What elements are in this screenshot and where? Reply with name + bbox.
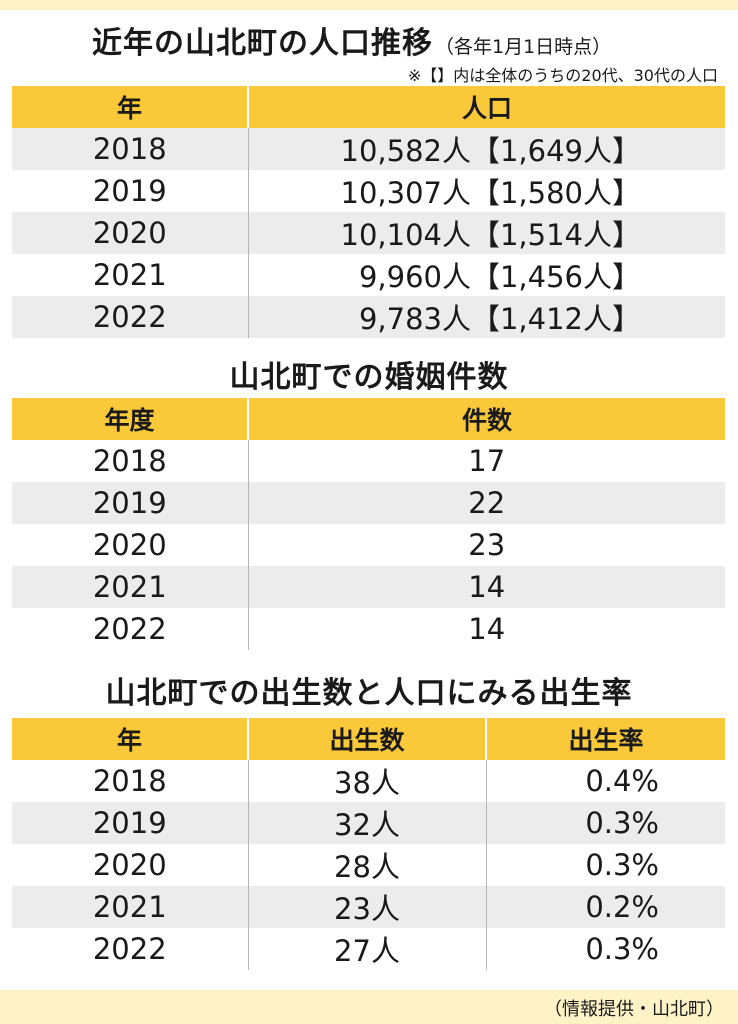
table-row: 2021 9,960人【1,456人】 (12, 254, 725, 296)
rate-cell: 0.4% (485, 760, 725, 802)
year-cell: 2020 (12, 212, 248, 254)
top-band (0, 0, 738, 10)
rate-cell: 0.3% (485, 928, 725, 970)
year-cell: 2018 (12, 128, 248, 170)
table-row: 2020 10,104人【1,514人】 (12, 212, 725, 254)
population-title: 近年の山北町の人口推移 （各年1月1日時点） (92, 18, 611, 62)
table-row: 2018 17 (12, 440, 725, 482)
table-row: 2022 9,783人【1,412人】 (12, 296, 725, 338)
header-year: 年 (12, 718, 248, 760)
rate-cell: 0.2% (485, 886, 725, 928)
population-title-main: 近年の山北町の人口推移 (92, 26, 433, 61)
table-header-row: 年度 件数 (12, 398, 725, 440)
source-credit: （情報提供・山北町） (544, 999, 724, 1020)
year-cell: 2019 (12, 482, 248, 524)
table-header-row: 年 出生数 出生率 (12, 718, 725, 760)
header-births: 出生数 (247, 718, 486, 760)
table-row: 2019 22 (12, 482, 725, 524)
population-cell: 9,783人【1,412人】 (247, 296, 725, 338)
population-cell: 10,582人【1,649人】 (247, 128, 725, 170)
table-header-row: 年 人口 (12, 86, 725, 128)
year-cell: 2020 (92, 848, 167, 882)
table-row: 2019 32人 0.3% (12, 802, 725, 844)
count-cell: 23 (247, 524, 725, 566)
table-row: 2021 23人 0.2% (12, 886, 725, 928)
table-row: 2019 10,307人【1,580人】 (12, 170, 725, 212)
table-row: 2018 10,582人【1,649人】 (12, 128, 725, 170)
count-cell: 14 (247, 608, 725, 650)
bottom-band (0, 990, 738, 1024)
header-birth-rate: 出生率 (485, 718, 725, 760)
count-cell: 17 (247, 440, 725, 482)
births-table: 年 出生数 出生率 2018 38人 0.4% 2019 32人 0.3% 20… (12, 718, 725, 970)
births-cell: 38人 (247, 760, 486, 802)
year-cell: 2021 (12, 886, 248, 928)
year-cell: 2020 (92, 528, 167, 562)
year-cell: 2021 (12, 566, 248, 608)
header-population: 人口 (247, 86, 725, 128)
year-cell: 2019 (92, 174, 167, 208)
year-cell: 2022 (92, 612, 167, 646)
year-cell: 2018 (92, 444, 167, 478)
rate-cell: 0.3% (485, 844, 725, 886)
births-cell: 27人 (247, 928, 486, 970)
table-row: 2018 38人 0.4% (12, 760, 725, 802)
table-row: 2022 14 (12, 608, 725, 650)
marriage-title: 山北町での婚姻件数 (229, 360, 509, 395)
rate-cell: 0.3% (485, 802, 725, 844)
births-cell: 23人 (247, 886, 486, 928)
births-title: 山北町での出生数と人口にみる出生率 (105, 676, 633, 711)
table-row: 2021 14 (12, 566, 725, 608)
population-cell: 9,960人【1,456人】 (247, 254, 725, 296)
population-table: 年 人口 2018 10,582人【1,649人】 2019 10,307人【1… (12, 86, 725, 338)
count-cell: 14 (247, 566, 725, 608)
marriage-table: 年度 件数 2018 17 2019 22 2020 23 2021 14 20… (12, 398, 725, 650)
count-cell: 22 (247, 482, 725, 524)
population-cell: 10,104人【1,514人】 (247, 212, 725, 254)
year-cell: 2021 (92, 258, 167, 292)
year-cell: 2022 (92, 932, 167, 966)
births-cell: 28人 (247, 844, 486, 886)
population-note: ※【】内は全体のうちの20代、30代の人口 (407, 66, 718, 85)
births-cell: 32人 (247, 802, 486, 844)
header-fiscal-year: 年度 (12, 398, 248, 440)
year-cell: 2022 (12, 296, 248, 338)
year-cell: 2018 (92, 764, 167, 798)
table-row: 2020 28人 0.3% (12, 844, 725, 886)
table-row: 2020 23 (12, 524, 725, 566)
header-count: 件数 (247, 398, 725, 440)
population-title-sub: （各年1月1日時点） (435, 36, 612, 58)
table-row: 2022 27人 0.3% (12, 928, 725, 970)
population-cell: 10,307人【1,580人】 (247, 170, 725, 212)
header-year: 年 (12, 86, 248, 128)
year-cell: 2019 (12, 802, 248, 844)
